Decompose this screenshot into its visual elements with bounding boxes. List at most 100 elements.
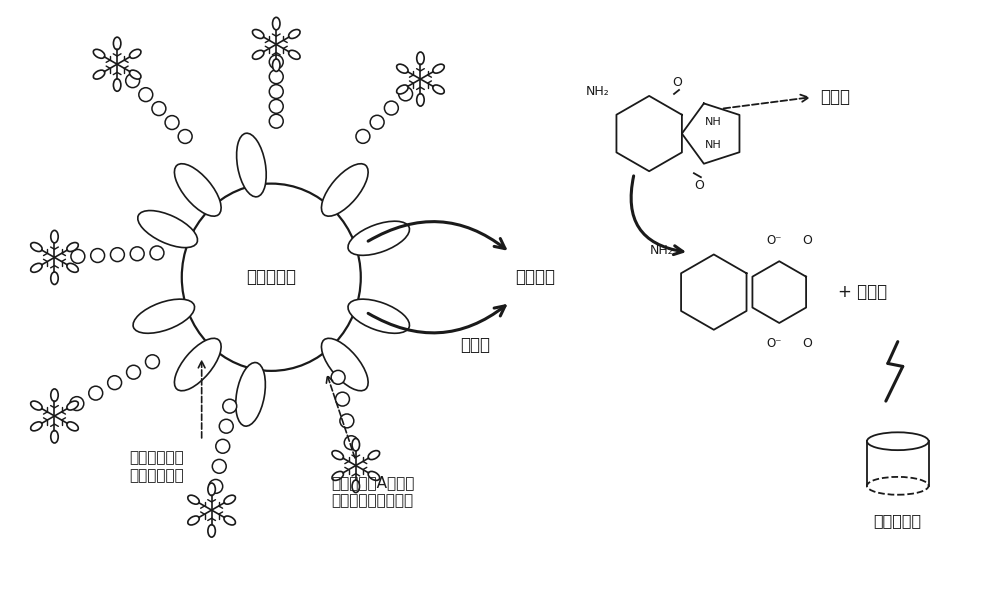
Circle shape — [399, 87, 413, 101]
Ellipse shape — [332, 450, 343, 459]
Ellipse shape — [289, 30, 300, 38]
Text: O: O — [672, 75, 682, 89]
Circle shape — [336, 392, 349, 406]
Ellipse shape — [348, 299, 409, 333]
Text: O: O — [802, 337, 812, 350]
Circle shape — [219, 419, 233, 433]
Circle shape — [269, 114, 283, 128]
Text: 伴刀豆蛋白A凝集素
（能够与糖链结合）: 伴刀豆蛋白A凝集素 （能够与糖链结合） — [331, 475, 414, 508]
Ellipse shape — [352, 438, 360, 451]
Circle shape — [139, 88, 153, 101]
Ellipse shape — [113, 79, 121, 91]
Text: NH₂: NH₂ — [586, 86, 609, 98]
Text: 葡萄糖: 葡萄糖 — [460, 336, 490, 354]
Ellipse shape — [368, 472, 380, 480]
Circle shape — [269, 70, 283, 84]
Text: O: O — [694, 178, 704, 192]
Circle shape — [212, 459, 226, 473]
Ellipse shape — [289, 50, 300, 59]
Circle shape — [110, 248, 124, 262]
Ellipse shape — [31, 401, 42, 410]
Text: O: O — [802, 234, 812, 247]
Circle shape — [70, 396, 84, 410]
Text: O⁻: O⁻ — [767, 234, 782, 247]
Circle shape — [356, 129, 370, 143]
Circle shape — [384, 101, 398, 115]
Ellipse shape — [397, 64, 408, 73]
Circle shape — [108, 376, 122, 390]
Ellipse shape — [174, 164, 221, 216]
Ellipse shape — [31, 243, 42, 251]
Text: 过氧化氢: 过氧化氢 — [515, 268, 555, 287]
Ellipse shape — [348, 221, 409, 256]
Ellipse shape — [252, 30, 264, 38]
Ellipse shape — [417, 52, 424, 64]
Ellipse shape — [397, 85, 408, 94]
Circle shape — [145, 355, 159, 368]
Circle shape — [178, 129, 192, 143]
Circle shape — [331, 370, 345, 384]
Ellipse shape — [433, 64, 444, 73]
Circle shape — [340, 414, 354, 428]
Ellipse shape — [433, 85, 444, 94]
Text: + 辐射光: + 辐射光 — [838, 283, 887, 301]
Ellipse shape — [129, 70, 141, 79]
Ellipse shape — [51, 389, 58, 401]
Text: 金纳米粒子: 金纳米粒子 — [246, 268, 296, 287]
Ellipse shape — [31, 422, 42, 431]
Circle shape — [91, 249, 105, 262]
Ellipse shape — [208, 483, 215, 495]
Ellipse shape — [237, 133, 266, 197]
Ellipse shape — [51, 231, 58, 243]
Ellipse shape — [93, 49, 105, 58]
Circle shape — [370, 115, 384, 129]
Text: 鲁米诺: 鲁米诺 — [820, 88, 850, 106]
Text: NH: NH — [705, 140, 722, 151]
Circle shape — [130, 247, 144, 261]
Text: 葡萄糖氧化酶
及表面的糖链: 葡萄糖氧化酶 及表面的糖链 — [130, 450, 184, 483]
Circle shape — [150, 246, 164, 260]
Circle shape — [71, 249, 85, 263]
Circle shape — [209, 480, 223, 493]
Circle shape — [89, 386, 103, 400]
Ellipse shape — [236, 362, 265, 426]
Ellipse shape — [188, 495, 199, 504]
Bar — [867, 441, 929, 486]
Ellipse shape — [273, 59, 280, 72]
Ellipse shape — [67, 401, 78, 410]
Ellipse shape — [182, 183, 361, 371]
Ellipse shape — [867, 477, 929, 495]
Ellipse shape — [321, 164, 368, 216]
Ellipse shape — [368, 450, 380, 459]
Text: NH: NH — [705, 117, 722, 127]
Circle shape — [269, 84, 283, 98]
Circle shape — [269, 55, 283, 69]
Ellipse shape — [332, 472, 343, 480]
Ellipse shape — [133, 299, 195, 333]
Circle shape — [216, 439, 230, 453]
Circle shape — [223, 399, 237, 413]
Circle shape — [344, 436, 358, 450]
Text: O⁻: O⁻ — [767, 337, 782, 350]
Ellipse shape — [67, 243, 78, 251]
Ellipse shape — [352, 480, 360, 492]
Ellipse shape — [174, 338, 221, 391]
Ellipse shape — [51, 272, 58, 285]
Text: 光电倍增管: 光电倍增管 — [874, 514, 922, 529]
Ellipse shape — [129, 49, 141, 58]
Circle shape — [269, 100, 283, 114]
Circle shape — [165, 115, 179, 129]
Ellipse shape — [273, 18, 280, 30]
Circle shape — [127, 365, 140, 379]
Ellipse shape — [31, 263, 42, 273]
Ellipse shape — [93, 70, 105, 79]
Ellipse shape — [224, 516, 235, 525]
Ellipse shape — [208, 524, 215, 537]
Ellipse shape — [113, 37, 121, 50]
Ellipse shape — [321, 338, 368, 391]
Ellipse shape — [224, 495, 235, 504]
Ellipse shape — [252, 50, 264, 59]
Ellipse shape — [417, 93, 424, 106]
Ellipse shape — [188, 516, 199, 525]
Text: NH₂: NH₂ — [650, 244, 674, 257]
